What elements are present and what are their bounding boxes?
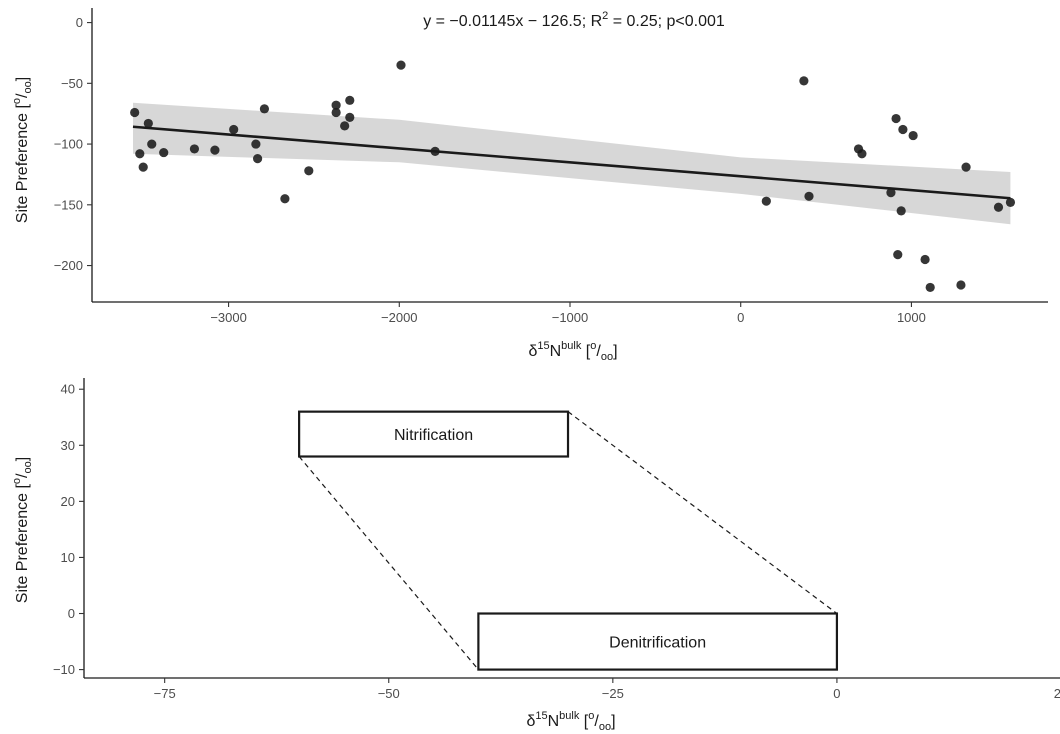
- y-tick-label: −10: [53, 662, 75, 677]
- x-axis-title: δ15Nbulk [o/oo]: [526, 710, 615, 733]
- data-point: [340, 121, 350, 131]
- data-point: [143, 118, 153, 129]
- y-axis-title: Site Preference [o/oo]: [11, 77, 34, 223]
- y-tick-label: 20: [61, 494, 75, 509]
- x-tick-label: −3000: [210, 310, 247, 325]
- data-point: [925, 282, 935, 293]
- x-tick-label: −50: [378, 686, 400, 701]
- data-point: [345, 112, 355, 122]
- y-tick-label: 40: [61, 382, 75, 397]
- data-point: [920, 254, 930, 265]
- data-point: [799, 76, 809, 86]
- data-point: [189, 144, 200, 154]
- data-point: [304, 166, 314, 176]
- process-box: [477, 612, 839, 671]
- regression-line: [132, 125, 1011, 200]
- data-point: [961, 162, 971, 172]
- data-point: [908, 130, 918, 141]
- y-tick-label: 0: [68, 606, 75, 621]
- dashed-connector: [567, 411, 838, 614]
- data-point: [804, 191, 814, 201]
- data-point: [252, 154, 263, 164]
- data-point: [130, 107, 140, 118]
- data-point: [345, 95, 355, 105]
- x-ticks: −75 −50 −25 0 25: [154, 678, 1060, 701]
- data-point: [891, 113, 901, 124]
- data-point: [886, 188, 896, 198]
- data-point: [1005, 197, 1016, 207]
- data-point: [331, 107, 341, 118]
- data-point: [210, 145, 220, 155]
- data-point: [229, 124, 239, 135]
- data-point: [138, 162, 148, 172]
- process-box-label: Denitrification: [609, 635, 706, 652]
- x-ticks: −3000 −2000 −1000 0 1000: [210, 302, 926, 325]
- data-point: [893, 250, 903, 260]
- y-tick-label: −200: [54, 258, 83, 273]
- y-tick-label: 0: [76, 15, 83, 30]
- y-tick-label: −150: [54, 197, 83, 212]
- x-axis-title: δ15Nbulk [o/oo]: [528, 340, 617, 363]
- x-tick-label: −2000: [381, 310, 418, 325]
- process-box: [298, 410, 570, 458]
- data-point: [761, 196, 771, 206]
- data-point: [896, 206, 906, 216]
- data-point: [956, 280, 966, 290]
- data-point: [159, 147, 169, 158]
- data-point: [251, 139, 261, 149]
- data-point: [147, 139, 157, 149]
- diagram-panel: Nitrification Denitrification −75 −50 −25 0 2…: [11, 378, 1060, 733]
- x-tick-label: −1000: [552, 310, 589, 325]
- y-tick-label: −100: [54, 137, 83, 152]
- x-tick-label: 0: [737, 310, 744, 325]
- regression-annotation: y = −0.01145x − 126.5; R2 = 0.25; p<0.00…: [423, 10, 725, 30]
- data-point: [135, 149, 145, 159]
- y-tick-label: −50: [61, 76, 83, 91]
- y-ticks: 40 30 20 10 0 −10: [53, 382, 84, 677]
- x-tick-label: −75: [154, 686, 176, 701]
- x-tick-label: 0: [833, 686, 840, 701]
- y-tick-label: 10: [61, 550, 75, 565]
- process-box-label: Nitrification: [394, 427, 473, 444]
- data-point: [280, 194, 290, 204]
- y-axis-title: Site Preference [o/oo]: [11, 457, 34, 603]
- x-tick-label: 1000: [897, 310, 926, 325]
- dashed-connectors: [298, 411, 838, 670]
- data-point: [993, 202, 1004, 212]
- x-tick-label: −25: [602, 686, 624, 701]
- process-boxes: Nitrification Denitrification: [298, 410, 839, 671]
- data-point: [898, 124, 908, 135]
- y-ticks: 0 −50 −100 −150 −200: [54, 15, 92, 273]
- x-tick-label: 25: [1054, 686, 1060, 701]
- data-point: [259, 104, 270, 114]
- y-tick-label: 30: [61, 438, 75, 453]
- data-point: [331, 100, 341, 110]
- data-points: [130, 60, 1016, 293]
- dashed-connector: [298, 456, 479, 670]
- scatter-panel: −3000 −2000 −1000 0 1000 0 −50 −100 −150 −200 y …: [11, 8, 1048, 363]
- data-point: [396, 60, 406, 70]
- data-point: [857, 149, 867, 159]
